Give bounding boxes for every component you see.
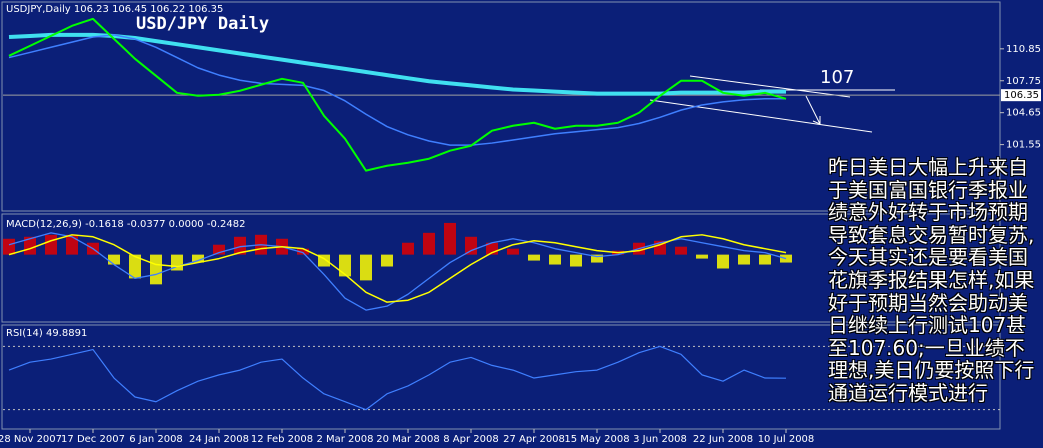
x-tick-label: 6 Jan 2008: [129, 434, 183, 445]
histogram-bar: [570, 254, 582, 267]
channel-lower: [649, 99, 873, 133]
x-tick-label: 27 Apr 2008: [503, 434, 565, 445]
x-tick-label: 17 Dec 2007: [61, 434, 125, 445]
y-tick-label: 107.75: [1006, 76, 1041, 87]
x-tick-label: 8 Apr 2008: [443, 434, 498, 445]
histogram-bar: [129, 254, 141, 279]
histogram-bar: [738, 254, 750, 265]
y-tick-label: 104.65: [1006, 108, 1041, 119]
series-line: [8, 34, 786, 146]
histogram-bar: [717, 254, 729, 269]
histogram-bar: [3, 238, 15, 255]
histogram-bar: [381, 254, 393, 267]
arrow: [805, 95, 821, 125]
histogram-bar: [339, 254, 351, 277]
histogram-bar: [780, 254, 792, 263]
price-panel: [1, 1, 1001, 212]
histogram-bar: [675, 246, 687, 255]
histogram-bar: [465, 236, 477, 255]
x-tick-label: 20 Mar 2008: [376, 434, 439, 445]
series-line: [8, 17, 787, 172]
last-price-label: 106.35: [1004, 90, 1039, 101]
last-price-box: [1001, 89, 1041, 102]
histogram-bar: [360, 254, 372, 281]
x-tick-label: 15 May 2008: [564, 434, 629, 445]
histogram-bar: [108, 254, 120, 265]
histogram-bar: [549, 254, 561, 265]
histogram-bar: [66, 234, 78, 255]
histogram-bar: [486, 242, 498, 255]
annotation-note: 昨日美日大幅上升来自于美国富国银行季报业绩意外好转于市场预期导致套息交易暂时复苏…: [828, 155, 1035, 405]
histogram-bar: [759, 254, 771, 265]
histogram-bar: [213, 244, 225, 255]
price-header: USDJPY,Daily 106.23 106.45 106.22 106.35: [6, 4, 223, 15]
y-tick-label: 110.85: [1006, 44, 1041, 55]
rsi-panel: [1, 324, 1001, 430]
x-tick-label: 22 Jun 2008: [693, 434, 753, 445]
level-label: 107: [820, 67, 854, 88]
macd-header: MACD(12,26,9) -0.1618 -0.0377 0.0000 -0.…: [6, 219, 245, 230]
rsi-header: RSI(14) 49.8891: [6, 328, 87, 339]
histogram-bar: [318, 254, 330, 267]
x-tick-label: 28 Nov 2007: [0, 434, 62, 445]
histogram-bar: [297, 248, 309, 255]
histogram-bar: [150, 254, 162, 285]
macd-panel: [1, 213, 1001, 323]
series-line: [8, 232, 787, 311]
x-tick-label: 10 Jul 2008: [758, 434, 815, 445]
x-tick-label: 2 Mar 2008: [316, 434, 373, 445]
histogram-bar: [402, 242, 414, 255]
series-line: [8, 234, 787, 303]
x-tick-label: 24 Jan 2008: [189, 434, 249, 445]
histogram-bar: [423, 232, 435, 255]
y-tick-label: 101.55: [1006, 140, 1041, 151]
series-line: [8, 32, 786, 96]
histogram-bar: [192, 254, 204, 263]
histogram-bar: [696, 254, 708, 259]
histogram-bar: [591, 254, 603, 263]
histogram-bar: [234, 236, 246, 255]
histogram-bar: [528, 254, 540, 261]
histogram-bar: [45, 234, 57, 255]
x-tick-label: 3 Jun 2008: [633, 434, 687, 445]
histogram-bar: [507, 248, 519, 255]
histogram-bar: [444, 222, 456, 255]
x-tick-label: 12 Feb 2008: [251, 434, 313, 445]
channel-upper: [689, 75, 851, 98]
series-line: [8, 345, 787, 411]
chart-title: USD/JPY Daily: [136, 14, 269, 34]
